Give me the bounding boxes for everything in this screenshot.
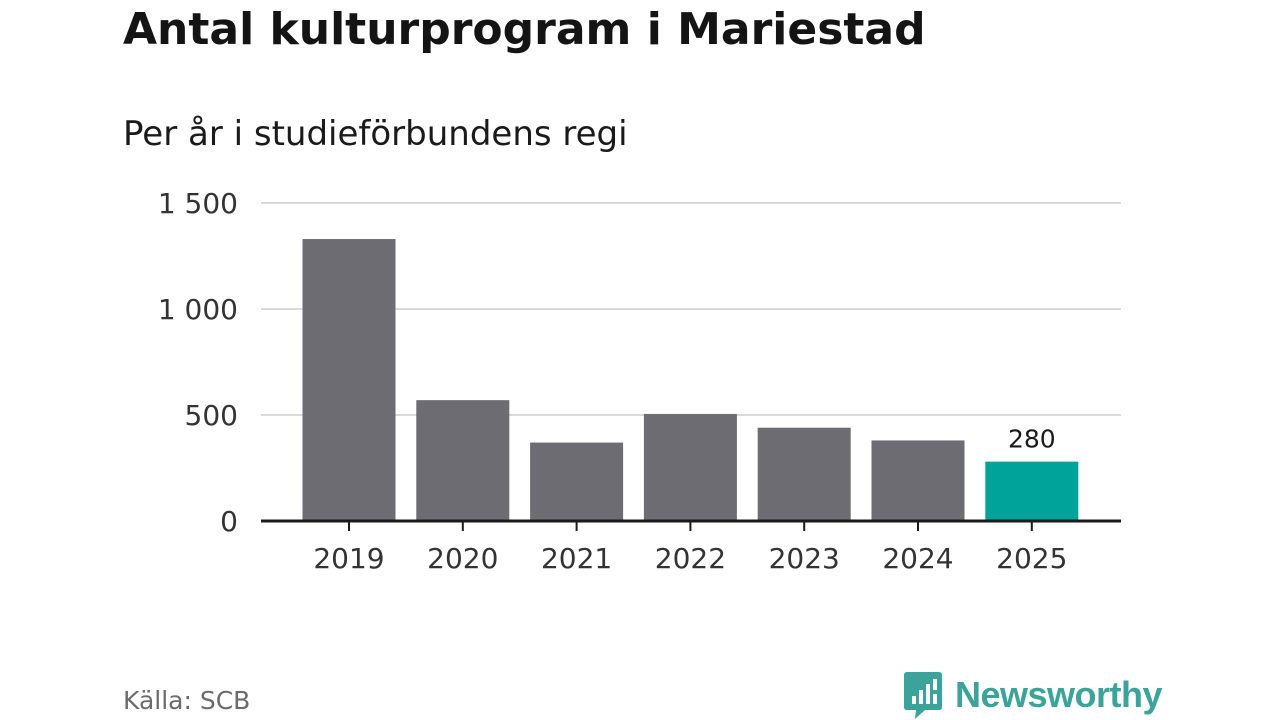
x-tick-label: 2024 (882, 542, 953, 575)
bar-2021 (530, 442, 624, 521)
bar-2020 (416, 400, 510, 521)
x-tick-label: 2020 (427, 542, 498, 575)
y-tick-label: 500 (185, 399, 238, 432)
chart-title: Antal kulturprogram i Mariestad (123, 4, 926, 55)
y-tick-label: 0 (220, 505, 238, 538)
x-tick-label: 2025 (996, 542, 1067, 575)
x-axis (261, 519, 1121, 531)
source-note: Källa: SCB (123, 686, 251, 715)
bar-2024 (871, 440, 965, 521)
bar-2025 (985, 461, 1079, 521)
data-labels: 280 (1008, 425, 1056, 454)
bar-2022 (643, 413, 737, 521)
bar-2023 (757, 427, 851, 521)
x-axis-ticks: 2019 2020 2021 2022 2023 2024 2025 (313, 542, 1067, 575)
y-tick-label: 1 500 (158, 187, 238, 220)
data-label: 280 (1008, 425, 1056, 454)
bar-2019 (302, 239, 396, 522)
brand-name: Newsworthy (955, 674, 1163, 715)
x-tick-label: 2021 (541, 542, 612, 575)
bars (302, 239, 1079, 522)
brand-logo: Newsworthy (903, 670, 1163, 720)
y-axis-ticks: 0 500 1 000 1 500 (158, 187, 238, 538)
x-tick-label: 2019 (313, 542, 384, 575)
chart-subtitle: Per år i studieförbundens regi (123, 114, 628, 154)
y-tick-label: 1 000 (158, 293, 238, 326)
newsworthy-logo-icon (904, 672, 942, 719)
x-tick-label: 2022 (655, 542, 726, 575)
x-tick-label: 2023 (769, 542, 840, 575)
